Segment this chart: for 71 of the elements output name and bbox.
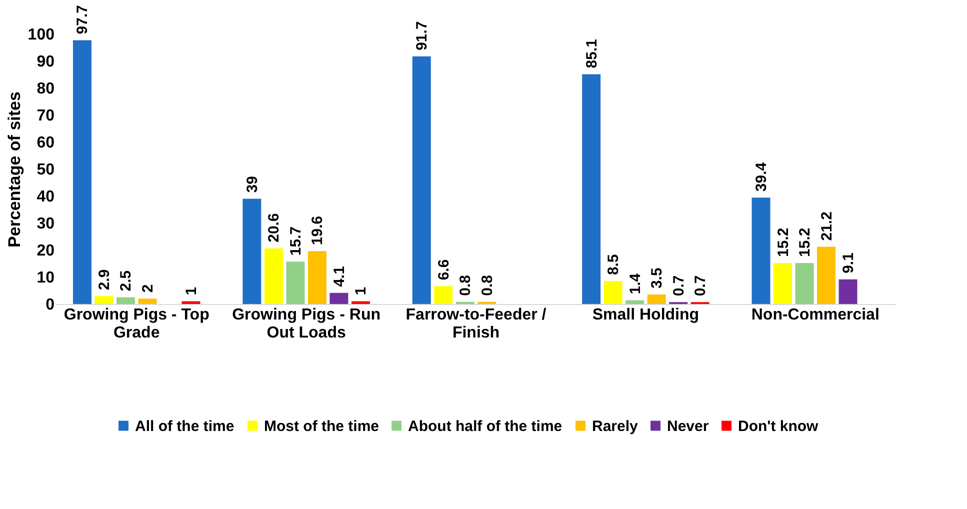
y-tick-label: 60 (36, 134, 55, 152)
data-label: 39.4 (753, 162, 770, 192)
bar (138, 298, 157, 304)
data-label: 15.2 (796, 228, 814, 257)
x-tick-label: Growing Pigs - Run Out Loads (232, 306, 381, 342)
data-label: 2.9 (96, 269, 113, 290)
bar (182, 301, 200, 304)
data-label: 1 (182, 286, 200, 296)
data-label: 9.1 (840, 252, 858, 274)
legend-label: About half of the time (408, 418, 562, 435)
y-tick-label: 10 (36, 270, 55, 286)
y-tick-label: 40 (36, 188, 55, 206)
legend-label: Don't know (738, 418, 819, 435)
bar (242, 198, 262, 304)
data-label: 15.2 (774, 228, 792, 257)
bar (351, 301, 370, 304)
bar (647, 294, 666, 304)
data-label: 0.7 (670, 275, 688, 296)
y-tick-label: 90 (36, 54, 55, 70)
bar (795, 262, 814, 304)
data-label: 3.5 (648, 268, 666, 289)
x-tick-label: Small Holding (592, 306, 700, 324)
data-label: 19.6 (309, 216, 326, 246)
bar (116, 297, 135, 304)
data-label: 0.8 (457, 274, 474, 296)
data-label: 1 (352, 286, 370, 296)
bar (752, 198, 770, 304)
bar (626, 300, 644, 304)
data-label: 20.6 (266, 213, 283, 242)
bar (72, 40, 92, 304)
y-tick-label: 20 (36, 242, 55, 260)
bar (286, 262, 305, 304)
data-label: 8.5 (605, 254, 622, 276)
y-tick-label: 30 (36, 216, 55, 232)
data-label: 1.4 (626, 272, 644, 294)
data-label: 2.5 (118, 270, 135, 292)
y-axis-title: Percentage of sites (4, 92, 24, 248)
bar (774, 262, 792, 304)
bar (94, 296, 114, 304)
bar (264, 248, 283, 304)
x-tick-label: Growing Pigs - Top Grade (64, 306, 210, 342)
legend-label: All of the time (135, 418, 234, 435)
y-tick-label: 50 (36, 162, 55, 178)
data-label: 97.7 (74, 5, 92, 34)
y-tick-label: 0 (46, 296, 55, 314)
bar (308, 251, 326, 304)
data-label: 0.7 (692, 275, 710, 296)
x-tick-label: Farrow-to-Feeder / Finish (406, 306, 547, 342)
legend-label: Rarely (592, 418, 639, 435)
x-tick-label: Non-Commercial (751, 306, 880, 324)
legend-label: Most of the time (264, 418, 379, 435)
data-label: 91.7 (414, 21, 431, 50)
data-label: 85.1 (583, 39, 600, 68)
data-label: 6.6 (435, 259, 452, 280)
y-tick-label: 80 (36, 80, 55, 98)
data-label: 0.8 (478, 274, 496, 296)
bar (412, 56, 431, 304)
y-tick-label: 100 (28, 26, 55, 44)
bar (582, 74, 601, 304)
data-label: 2 (139, 284, 156, 293)
data-label: 4.1 (330, 266, 348, 287)
bar (838, 279, 858, 304)
bar (330, 292, 348, 304)
bar (434, 286, 453, 304)
bar (817, 246, 836, 304)
y-tick-label: 70 (36, 108, 55, 124)
data-label: 21.2 (818, 212, 836, 241)
legend-label: Never (667, 418, 709, 435)
data-label: 15.7 (287, 226, 304, 256)
data-label: 39 (244, 176, 261, 193)
bar (604, 281, 622, 304)
